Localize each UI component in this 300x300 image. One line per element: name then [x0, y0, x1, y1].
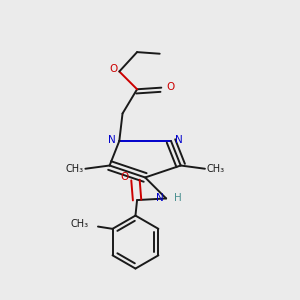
Text: O: O [109, 64, 117, 74]
Text: CH₃: CH₃ [71, 219, 89, 229]
Text: N: N [108, 135, 116, 145]
Text: H: H [174, 194, 182, 203]
Text: N: N [156, 194, 164, 203]
Text: O: O [121, 172, 129, 182]
Text: N: N [175, 135, 183, 145]
Text: CH₃: CH₃ [66, 164, 84, 174]
Text: CH₃: CH₃ [206, 164, 225, 174]
Text: O: O [167, 82, 175, 92]
